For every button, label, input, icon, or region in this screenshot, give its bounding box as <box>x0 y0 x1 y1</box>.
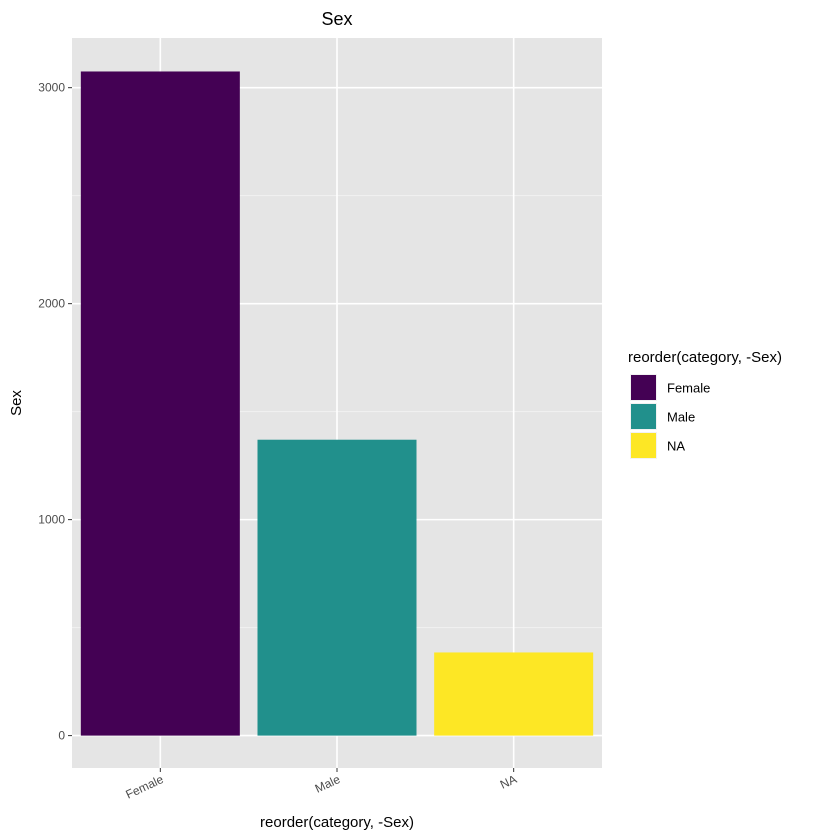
legend-label: Female <box>667 381 710 396</box>
bars <box>80 71 594 736</box>
chart-title: Sex <box>321 9 352 29</box>
legend-label: NA <box>667 439 685 454</box>
bar-female <box>80 71 240 736</box>
y-axis-ticks: 0 1000 2000 3000 <box>38 81 72 743</box>
y-tick-label: 2000 <box>38 297 65 311</box>
legend-item: Male <box>630 403 695 430</box>
legend-swatch <box>631 375 656 400</box>
legend-title: reorder(category, -Sex) <box>628 349 782 366</box>
legend-item: NA <box>630 432 685 459</box>
y-axis-title: Sex <box>8 390 25 416</box>
legend: reorder(category, -Sex) Female Male NA <box>628 349 782 459</box>
legend-swatch <box>631 433 656 458</box>
x-tick-label: NA <box>498 772 519 792</box>
bar-na <box>434 652 594 736</box>
bar-male <box>257 439 417 736</box>
y-tick-label: 3000 <box>38 81 65 95</box>
y-tick-label: 0 <box>58 729 65 743</box>
legend-entries: Female Male NA <box>630 374 710 459</box>
legend-item: Female <box>630 374 710 401</box>
y-tick-label: 1000 <box>38 513 65 527</box>
x-axis-ticks: Female Male NA <box>123 768 519 802</box>
x-tick-label: Female <box>123 772 165 802</box>
x-axis-title: reorder(category, -Sex) <box>260 814 414 831</box>
legend-swatch <box>631 404 656 429</box>
legend-label: Male <box>667 410 695 425</box>
x-tick-label: Male <box>313 772 343 796</box>
